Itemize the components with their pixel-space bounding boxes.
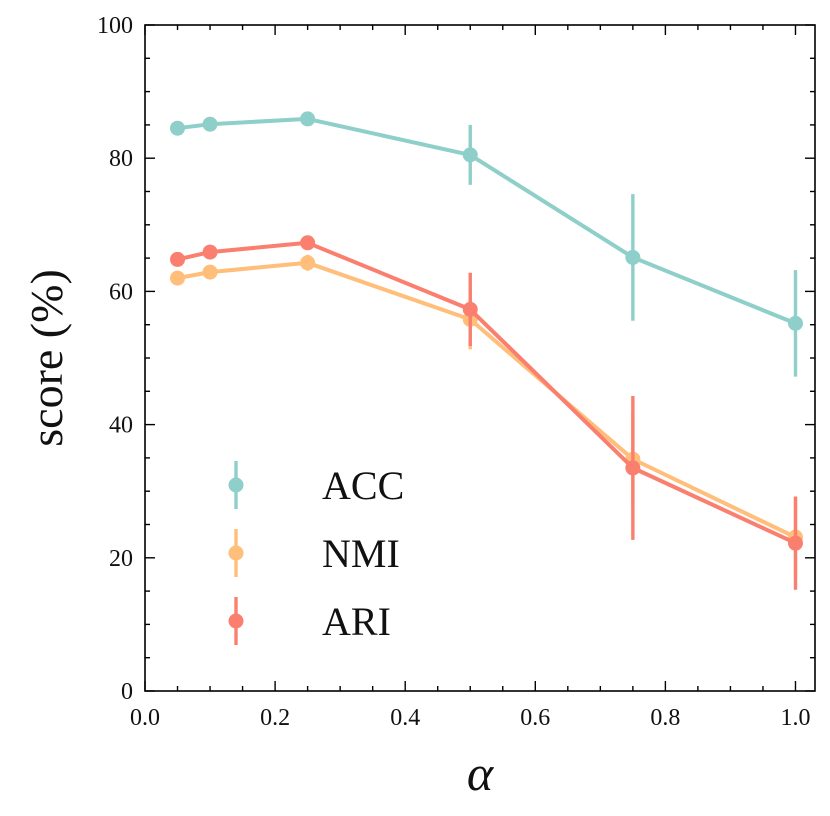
y-tick-label: 60 (109, 279, 133, 305)
legend: ACC NMI ARI (228, 461, 404, 645)
data-point (202, 116, 218, 132)
data-point (170, 120, 186, 136)
plot-frame (144, 24, 816, 692)
data-point (625, 460, 641, 476)
data-point (787, 535, 803, 551)
y-axis-title: score (%) (21, 269, 72, 447)
legend-label: ARI (322, 599, 391, 644)
x-tick-label: 0.4 (390, 705, 420, 731)
data-point (300, 111, 316, 127)
legend-item-acc: ACC (228, 461, 404, 509)
legend-marker (228, 477, 244, 493)
legend-item-ari: ARI (228, 597, 391, 645)
data-point (300, 235, 316, 251)
x-tick-label: 0.0 (130, 705, 160, 731)
data-point (170, 270, 186, 286)
data-point (462, 301, 478, 317)
series-layer (170, 111, 803, 590)
x-axis-title: α (467, 745, 495, 801)
series-ari (170, 235, 803, 590)
data-point (787, 315, 803, 331)
data-point (462, 147, 478, 163)
x-tick-label: 1.0 (780, 705, 810, 731)
x-tick-label: 0.6 (520, 705, 550, 731)
y-tick-label: 40 (109, 413, 133, 439)
ticks-layer: 0 20 40 60 80 100 0.0 0.2 0.4 0.6 0.8 1.0 (97, 13, 815, 731)
legend-item-nmi: NMI (228, 529, 400, 577)
y-tick-label: 20 (109, 546, 133, 572)
series-line-acc (177, 116, 797, 326)
data-point (202, 244, 218, 260)
data-point (300, 255, 316, 271)
legend-label: NMI (322, 531, 400, 576)
y-tick-label: 100 (97, 13, 133, 39)
legend-marker (228, 545, 244, 561)
series-line-nmi (177, 260, 797, 540)
legend-label: ACC (322, 463, 404, 508)
data-point (202, 264, 218, 280)
y-tick-label: 80 (109, 146, 133, 172)
legend-marker (228, 613, 244, 629)
series-nmi (170, 254, 803, 578)
x-tick-label: 0.8 (650, 705, 680, 731)
x-tick-label: 0.2 (260, 705, 290, 731)
data-point (170, 251, 186, 267)
y-tick-label: 0 (121, 679, 133, 705)
series-acc (170, 111, 803, 377)
data-point (625, 249, 641, 265)
